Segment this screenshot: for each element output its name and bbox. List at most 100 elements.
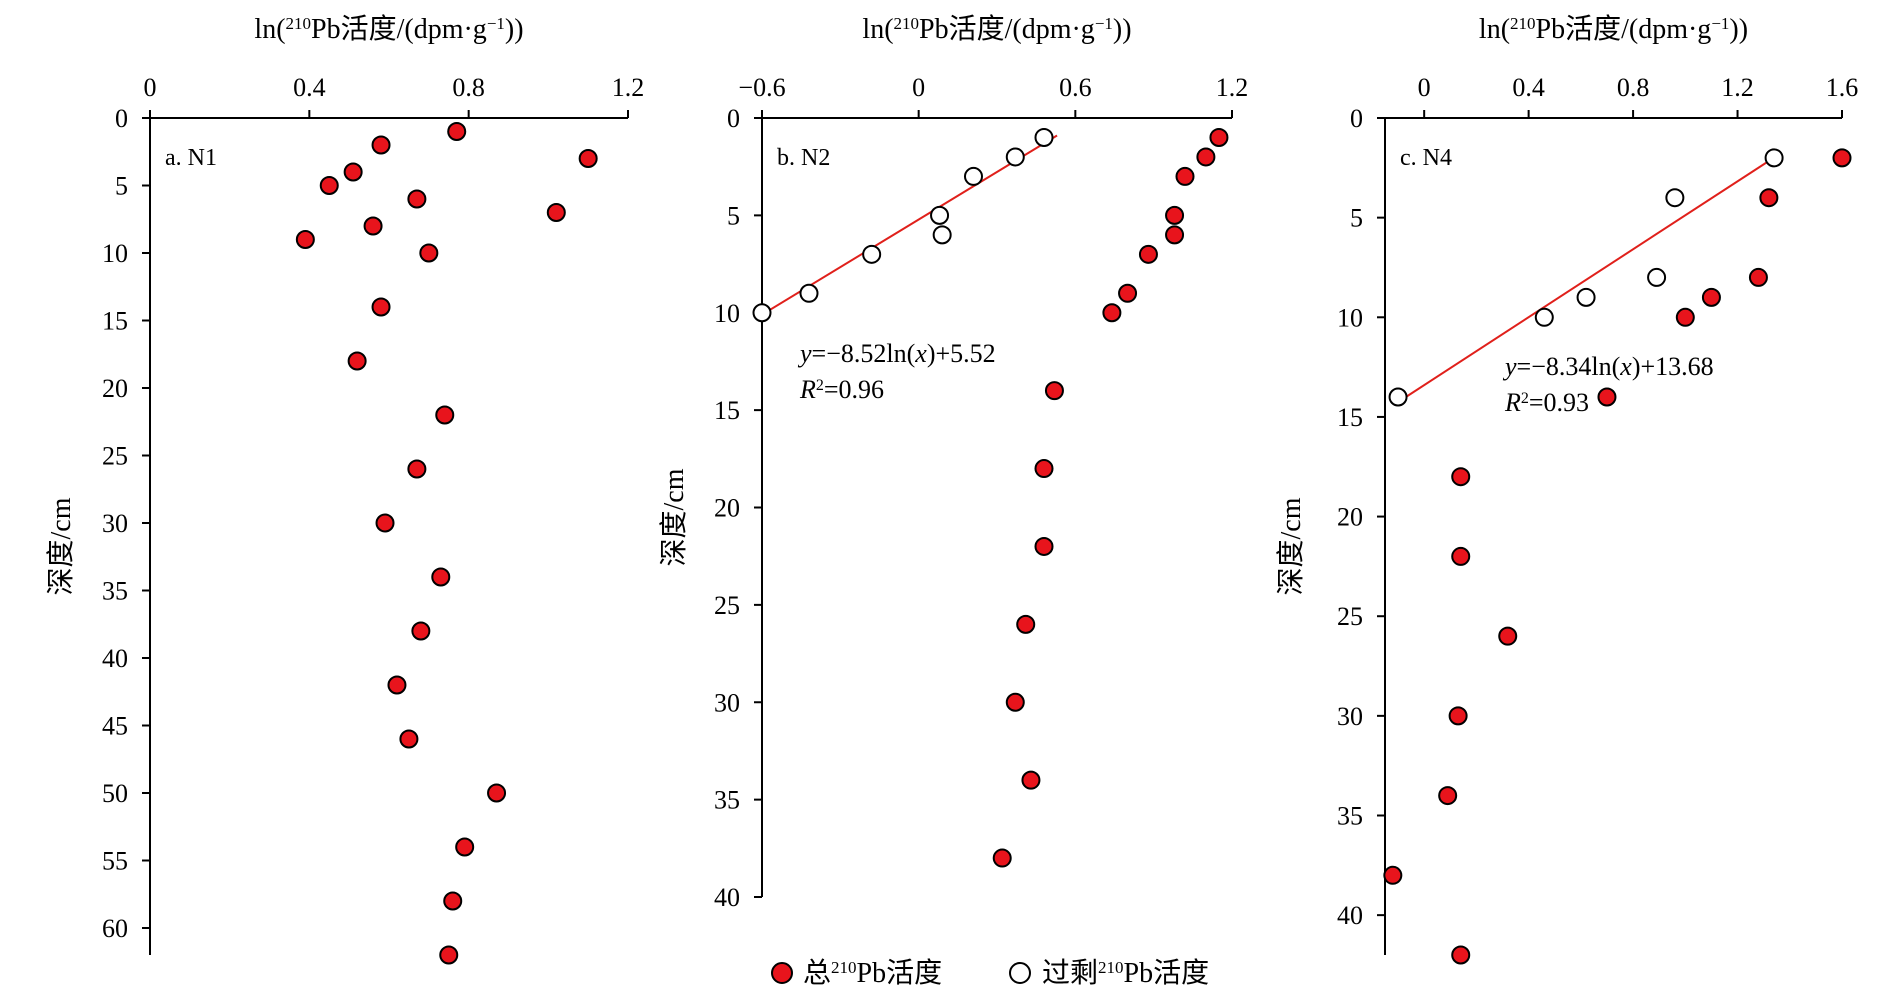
legend-label-part: Pb活度	[1124, 957, 1210, 989]
excess-pb-point	[964, 166, 983, 186]
fit-equation-y: y	[1502, 352, 1517, 381]
total-pb-point	[1175, 166, 1195, 186]
total-pb-point	[992, 848, 1012, 868]
x-axis-title-part: ))	[1113, 14, 1132, 45]
total-pb-point	[1138, 244, 1158, 264]
panel-1: 0 0.4 0.8 1.2 0 5 10 15 20 25 30 35 40 45 50 55 60 ln(210…	[45, 13, 645, 965]
total-pb-point	[1832, 148, 1852, 168]
total-pb-point	[1209, 127, 1229, 147]
x-axis-title-sup: 210	[894, 14, 920, 33]
y-tick-label: 15	[102, 307, 128, 336]
total-pb-point	[1016, 614, 1036, 634]
fit-equation-x: x	[1619, 352, 1632, 381]
total-pb-point	[399, 729, 419, 749]
total-pb-point	[295, 230, 315, 249]
x-axis-title-sup: −1	[1095, 14, 1113, 33]
excess-pb-point	[1005, 147, 1025, 167]
excess-pb-point	[1665, 188, 1685, 208]
y-tick-label: 35	[714, 786, 740, 815]
x-axis-title-part: ln(	[254, 14, 285, 45]
legend-label-part: 总	[803, 957, 831, 989]
total-pb-point	[1451, 945, 1471, 965]
legend: 总210Pb活度 过剩210Pb活度	[771, 957, 1209, 989]
fit-equation-part: =−8.52ln(	[812, 339, 916, 368]
y-tick-label: 30	[102, 509, 128, 538]
total-pb-point	[407, 459, 427, 479]
y-tick-label: 25	[1337, 602, 1363, 631]
total-pb-point	[1759, 188, 1779, 208]
y-tick-label: 15	[714, 396, 740, 425]
total-pb-point	[455, 837, 475, 857]
y-tick-label: 35	[1337, 802, 1363, 831]
y-tick-label: 40	[714, 883, 740, 912]
total-pb-point	[1438, 786, 1458, 806]
x-axis-title-part: ))	[1729, 14, 1748, 45]
total-pb-point	[447, 122, 467, 141]
excess-pb-point	[932, 225, 952, 245]
total-pb-point	[1451, 467, 1471, 487]
y-tick-label: 0	[115, 104, 128, 133]
y-tick-label: 30	[714, 688, 740, 717]
legend-excess-marker	[1009, 962, 1031, 984]
legend-label-part: Pb活度	[857, 957, 943, 989]
y-tick-label: 10	[714, 299, 740, 328]
total-pb-point	[319, 176, 339, 195]
fit-equation-part: )+13.68	[1632, 352, 1714, 381]
y-tick-label: 55	[102, 847, 128, 876]
excess-pb-point	[862, 244, 882, 264]
total-pb-point	[1034, 459, 1054, 479]
excess-pb-point	[752, 303, 772, 323]
legend-label-sup: 210	[831, 958, 857, 977]
excess-pb-point	[1388, 387, 1408, 407]
total-pb-point	[1498, 626, 1518, 646]
fit-r-squared: R2=0.96	[799, 375, 884, 404]
total-pb-point	[1701, 287, 1721, 307]
total-pb-point	[419, 243, 439, 263]
total-pb-point	[1118, 283, 1138, 303]
total-pb-point	[371, 297, 391, 317]
total-pb-point	[1005, 692, 1025, 712]
panel-2: −0.6 0 0.6 1.20510152025303540ln(210Pb活度/(d…	[658, 13, 1248, 912]
fit-r-squared: R2=0.93	[1504, 388, 1589, 417]
fit-r-squared-r: R	[799, 375, 816, 404]
excess-pb-point	[930, 205, 950, 225]
legend-total-marker	[771, 962, 793, 984]
total-pb-point	[1165, 205, 1185, 225]
fit-equation-part: =−8.34ln(	[1517, 352, 1621, 381]
total-pb-point	[1021, 770, 1041, 790]
y-tick-label: 30	[1337, 702, 1363, 731]
y-axis-title: 深度/cm	[658, 468, 690, 566]
x-axis-title-sup: −1	[1711, 14, 1729, 33]
panel-3: 0 0.4 0.8 1.2 1.6 0 5 10 15 20 25 30 35 40 ln(210Pb活度/…	[1275, 13, 1858, 965]
y-tick-label: 5	[1350, 204, 1363, 233]
legend-excess-label: 过剩210Pb活度	[1042, 957, 1209, 989]
x-tick-label: 0	[144, 73, 157, 102]
fit-equation: y=−8.34ln(x)+13.68	[1502, 352, 1714, 381]
x-axis-title-part: Pb活度/(dpm·g	[311, 13, 487, 45]
panel-label: c. N4	[1400, 145, 1452, 171]
fit-r-squared-r: R	[1504, 388, 1521, 417]
total-pb-point	[1675, 307, 1695, 327]
fit-r-squared-value: =0.96	[824, 375, 884, 404]
fit-equation-y: y	[797, 339, 812, 368]
x-axis-title-part: ln(	[862, 14, 893, 45]
x-tick-label: 1.2	[612, 73, 645, 102]
legend-label-sup: 210	[1098, 958, 1124, 977]
total-pb-point	[387, 675, 407, 695]
total-pb-point	[1748, 267, 1768, 287]
total-pb-point	[1597, 387, 1617, 407]
x-axis-title-part: Pb活度/(dpm·g	[919, 13, 1095, 45]
total-pb-point	[1044, 381, 1064, 401]
y-tick-label: 45	[102, 712, 128, 741]
panel-label: a. N1	[165, 145, 217, 171]
y-tick-label: 25	[714, 591, 740, 620]
total-pb-point	[1102, 303, 1122, 323]
y-tick-label: 10	[102, 239, 128, 268]
panels: 0 0.4 0.8 1.2051015202530354045505560ln(210…	[45, 13, 1858, 965]
y-tick-label: 40	[1337, 901, 1363, 930]
y-tick-label: 5	[727, 201, 740, 230]
total-pb-point	[546, 203, 566, 222]
total-pb-point	[371, 135, 391, 155]
y-tick-label: 50	[102, 779, 128, 808]
